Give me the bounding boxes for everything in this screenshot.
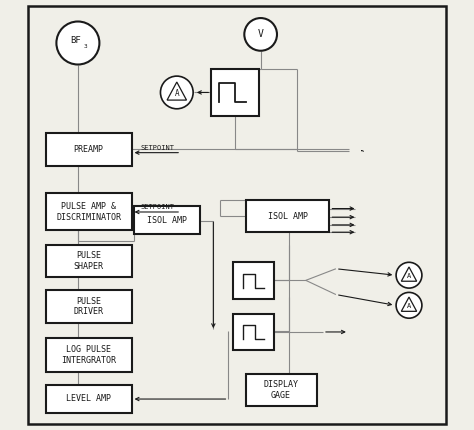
Text: PULSE
DRIVER: PULSE DRIVER (73, 297, 104, 316)
Bar (46, 338, 132, 372)
Text: ISOL AMP: ISOL AMP (147, 216, 187, 225)
Text: 3: 3 (84, 44, 88, 49)
Text: ISOL AMP: ISOL AMP (267, 212, 308, 221)
Text: LEVEL AMP: LEVEL AMP (66, 394, 111, 403)
Circle shape (56, 22, 100, 64)
Circle shape (396, 262, 422, 288)
Bar (46, 385, 132, 413)
Bar (46, 133, 132, 166)
Bar (134, 206, 201, 234)
Bar (246, 374, 317, 406)
Text: A: A (407, 273, 411, 279)
Circle shape (244, 18, 277, 51)
Text: LOG PULSE
INTERGRATOR: LOG PULSE INTERGRATOR (61, 345, 116, 365)
Bar (46, 290, 132, 322)
Text: SETPOINT: SETPOINT (140, 145, 174, 151)
Bar (46, 245, 132, 277)
Text: PULSE AMP &
DISCRIMINATOR: PULSE AMP & DISCRIMINATOR (56, 202, 121, 221)
Text: BF: BF (70, 37, 81, 45)
Bar (233, 262, 273, 299)
Bar (46, 194, 132, 230)
Text: A: A (407, 303, 411, 309)
Bar (211, 69, 258, 116)
Circle shape (396, 292, 422, 318)
Text: DISPLAY
GAGE: DISPLAY GAGE (264, 381, 299, 400)
Text: PREAMP: PREAMP (73, 145, 104, 154)
Bar (246, 200, 329, 232)
Text: SETPOINT: SETPOINT (140, 204, 174, 210)
Text: V: V (258, 29, 264, 40)
Text: PULSE
SHAPER: PULSE SHAPER (73, 252, 104, 271)
Circle shape (161, 76, 193, 109)
Text: ʻ: ʻ (350, 148, 363, 153)
Text: A: A (174, 89, 179, 98)
Bar (233, 314, 273, 350)
